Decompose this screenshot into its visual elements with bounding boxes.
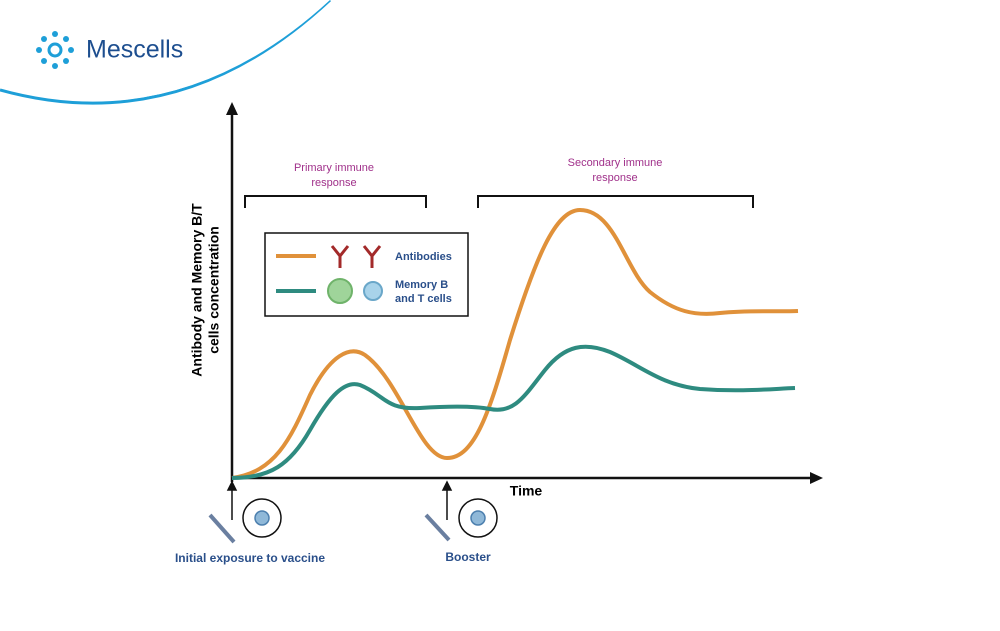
t-cell-icon [363,281,383,301]
event-markers [208,480,498,544]
brackets [244,195,754,208]
axes [226,102,823,484]
y-axis-label: Antibody and Memory B/T cells concentrat… [189,203,222,377]
antibody-curve [231,207,799,480]
antibody-icon [330,245,382,268]
memory-curve [231,344,796,480]
logo-text: Mescells [86,36,183,64]
x-axis-label: Time [510,483,543,499]
y-axis-line: Antibody and Memory B/T [189,203,205,377]
legend-label: Antibodies [395,251,452,263]
logo-icon [36,31,74,69]
swoosh-fill [0,0,330,102]
phase-label: Primary immune [294,162,374,174]
y-axis-line: cells concentration [206,226,222,354]
legend-label: Memory B [395,279,448,291]
b-cell-icon [327,278,353,304]
phase-label: response [592,172,637,184]
swoosh [0,0,332,105]
legend-label: and T cells [395,293,452,305]
event-label: Booster [445,550,491,564]
phase-label: Secondary immune [568,157,663,169]
phase-label: response [311,177,356,189]
event-label: Initial exposure to vaccine [175,551,325,565]
